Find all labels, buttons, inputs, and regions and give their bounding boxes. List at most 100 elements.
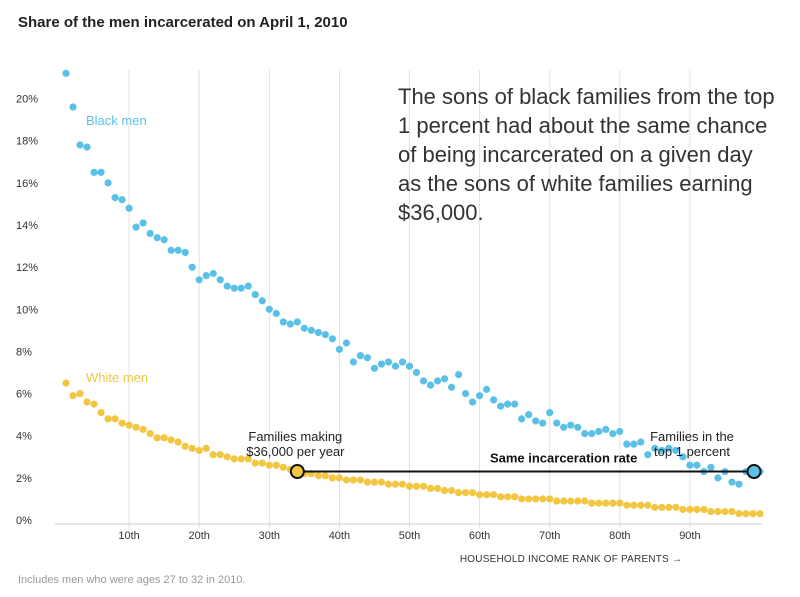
data-point [742, 510, 750, 518]
data-point [504, 400, 512, 408]
data-point [714, 507, 722, 516]
data-point [188, 444, 196, 452]
data-point [700, 505, 708, 514]
data-point [433, 377, 442, 385]
data-point [525, 495, 533, 503]
data-point [658, 503, 666, 511]
y-tick-label: 16% [16, 178, 38, 190]
data-point [749, 510, 757, 518]
data-point [83, 398, 91, 406]
y-axis: 0% 2% 4% 6% 8% 10% 12% 14% 16% 18% 20% [16, 94, 38, 527]
data-point [321, 472, 329, 480]
x-axis: 10th 20th 30th 40th 50th 60th 70th 80th 90th HOUS… [118, 530, 700, 565]
data-point [181, 442, 189, 450]
data-point [644, 501, 652, 509]
data-point [356, 476, 365, 484]
data-point [104, 415, 112, 423]
data-point [97, 168, 105, 176]
data-point [714, 474, 722, 482]
data-point [447, 486, 456, 495]
x-tick-label: 10th [118, 530, 139, 542]
data-point [497, 493, 505, 501]
data-point [728, 507, 736, 516]
data-point [433, 484, 442, 492]
data-point [426, 381, 435, 389]
data-point [679, 505, 687, 514]
data-point [153, 434, 161, 442]
data-point [118, 419, 126, 427]
data-point [405, 362, 414, 370]
data-point [244, 282, 252, 290]
data-point [518, 495, 526, 503]
data-point [581, 430, 589, 438]
data-point [90, 168, 98, 176]
data-point [665, 503, 673, 511]
data-series [62, 69, 764, 518]
x-tick-label: 80th [609, 530, 630, 542]
data-point [630, 440, 638, 448]
y-tick-label: 4% [16, 431, 32, 443]
headline-annotation: The sons of black families from the top … [398, 84, 775, 225]
data-point [504, 493, 512, 501]
y-tick-label: 14% [16, 220, 38, 232]
data-point [237, 455, 245, 463]
data-point [300, 324, 308, 332]
data-point [560, 423, 568, 431]
x-tick-label: 50th [399, 530, 420, 542]
data-point [553, 497, 561, 505]
data-point [454, 489, 463, 497]
data-point [174, 438, 182, 446]
data-point [321, 330, 329, 339]
data-point [588, 430, 596, 438]
data-point [356, 352, 365, 360]
data-point [279, 463, 287, 471]
data-point [181, 248, 189, 257]
data-point [111, 194, 119, 202]
data-point [125, 421, 133, 429]
data-point [195, 446, 203, 455]
note-top1-line: top 1 percent [654, 444, 730, 459]
data-point [69, 392, 77, 400]
data-point [405, 482, 414, 490]
data-point [69, 103, 77, 111]
data-point [595, 427, 603, 436]
data-point [370, 364, 379, 372]
data-point [560, 497, 568, 505]
data-point [146, 229, 154, 238]
data-point [483, 385, 491, 393]
data-point [546, 495, 554, 503]
data-point [567, 497, 575, 505]
data-point [658, 446, 666, 455]
data-point [476, 392, 484, 400]
data-point [419, 377, 428, 385]
same-rate-label: Same incarceration rate [490, 451, 637, 466]
marker-36k [289, 464, 305, 480]
series-label-white-men: White men [86, 370, 148, 385]
data-point [539, 495, 547, 503]
data-point [398, 480, 407, 488]
data-point [391, 362, 400, 370]
data-point [497, 402, 505, 410]
data-point [384, 358, 393, 366]
data-point [160, 236, 168, 244]
x-tick-label: 90th [679, 530, 700, 542]
data-point [132, 423, 140, 431]
data-point [707, 463, 715, 471]
data-point [307, 326, 315, 334]
data-point [693, 505, 701, 514]
data-point [125, 204, 133, 212]
data-point [167, 246, 175, 254]
data-point [686, 461, 694, 469]
data-point [735, 480, 743, 488]
data-point [132, 223, 140, 231]
data-point [174, 246, 182, 254]
data-point [202, 271, 210, 280]
data-point [83, 143, 91, 151]
data-point [511, 493, 519, 501]
data-point [672, 446, 680, 455]
data-point [651, 444, 659, 452]
data-point [412, 482, 421, 490]
data-point [104, 179, 112, 187]
data-point [377, 478, 386, 486]
